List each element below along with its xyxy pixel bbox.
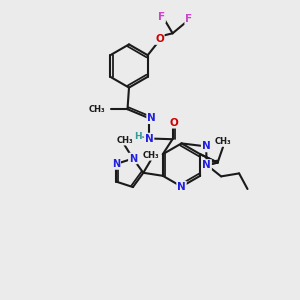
Text: N: N	[177, 182, 186, 192]
Text: N: N	[129, 154, 137, 164]
Text: F: F	[158, 12, 165, 22]
Text: CH₃: CH₃	[215, 137, 231, 146]
Text: O: O	[170, 118, 179, 128]
Text: F: F	[185, 14, 192, 24]
Text: H: H	[134, 132, 142, 141]
Text: N: N	[202, 141, 211, 152]
Text: N: N	[145, 134, 154, 144]
Text: N: N	[202, 160, 211, 170]
Text: N: N	[147, 113, 156, 123]
Text: CH₃: CH₃	[89, 105, 106, 114]
Text: O: O	[155, 34, 164, 44]
Text: CH₃: CH₃	[143, 151, 160, 160]
Text: N: N	[112, 159, 120, 169]
Text: CH₃: CH₃	[116, 136, 133, 145]
